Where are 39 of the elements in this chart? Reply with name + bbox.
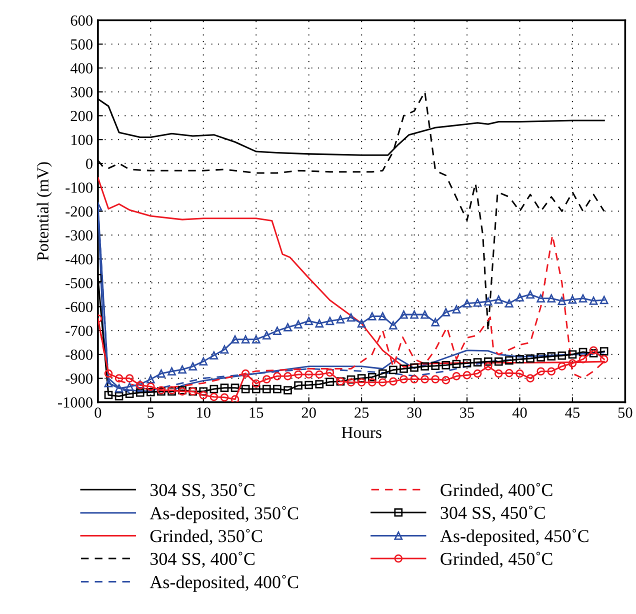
x-tick-label: 5 xyxy=(148,408,154,418)
legend-label: Grinded, 400˚C xyxy=(440,482,552,499)
y-tick-label: 500 xyxy=(71,39,92,50)
x-tick-label: 0 xyxy=(94,407,102,418)
y-tick-label: -800 xyxy=(66,350,92,360)
legend-label: 304 SS, 400˚C xyxy=(150,552,254,568)
y-tick-label: 400 xyxy=(70,63,92,74)
y-tick-label: 0 xyxy=(86,158,92,169)
y-tick-label: -700 xyxy=(66,326,92,336)
legend-label: As-deposited, 350˚C xyxy=(150,506,298,524)
x-tick-label: 25 xyxy=(354,408,369,418)
x-tick-label: 45 xyxy=(565,408,580,418)
x-tick-label: 30 xyxy=(407,407,422,418)
y-tick-label: -600 xyxy=(66,302,92,312)
y-tick-label: -500 xyxy=(66,278,92,288)
x-tick-label: 20 xyxy=(302,407,316,418)
y-tick-label: -1000 xyxy=(58,397,92,408)
x-tick-label: 10 xyxy=(197,407,210,418)
x-axis-title: Hours xyxy=(342,427,382,438)
y-tick-label: -300 xyxy=(66,230,92,241)
y-tick-label: 200 xyxy=(70,110,92,122)
y-tick-label: -200 xyxy=(66,206,92,217)
legend-label: Grinded, 350˚C xyxy=(150,528,262,545)
y-tick-label: 600 xyxy=(70,15,92,26)
x-tick-label: 40 xyxy=(512,407,527,418)
y-axis-title: Potential (mV) xyxy=(36,162,52,260)
y-tick-label: -900 xyxy=(66,373,92,384)
y-tick-label: -400 xyxy=(66,254,92,264)
y-tick-label: 300 xyxy=(70,87,92,98)
x-tick-label: 35 xyxy=(460,408,474,418)
legend-label: As-deposited, 450˚C xyxy=(440,528,588,546)
legend-label: 304 SS, 450˚C xyxy=(440,506,545,522)
x-tick-label: 50 xyxy=(618,407,632,418)
y-tick-label: -100 xyxy=(66,182,92,193)
x-tick-label: 15 xyxy=(250,408,264,418)
legend-label: 304 SS, 350˚C xyxy=(150,482,254,499)
legend-label: Grinded, 450˚C xyxy=(440,552,552,568)
legend-label: As-deposited, 400˚C xyxy=(150,574,298,592)
y-tick-label: 100 xyxy=(72,134,92,146)
